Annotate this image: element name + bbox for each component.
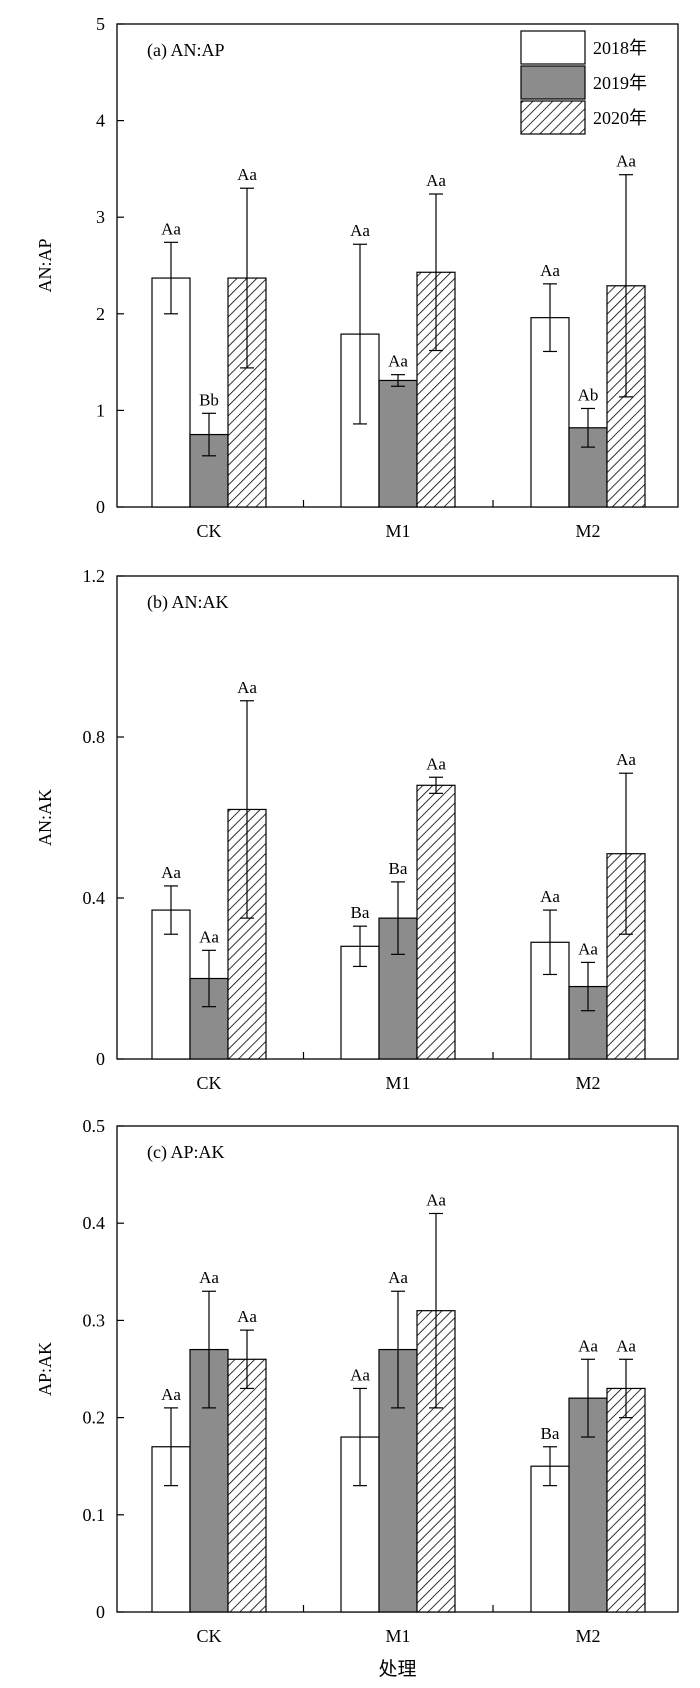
x-tick-label: M1 bbox=[385, 1073, 410, 1093]
bar-ck-s0 bbox=[151, 277, 191, 508]
bar-m2-s1 bbox=[568, 1397, 608, 1613]
y-tick-label: 0.1 bbox=[83, 1505, 106, 1525]
significance-label: Aa bbox=[237, 678, 257, 697]
significance-label: Aa bbox=[616, 1336, 636, 1355]
significance-label: Ba bbox=[541, 1424, 560, 1443]
significance-label: Aa bbox=[426, 1190, 446, 1209]
chart-panel-0: 0 1 2 3 4 5 CK M1 M2 (a) AN:AP AN:AP Aa Aa Aa Bb Aa Ab Aa… bbox=[35, 14, 679, 541]
y-tick-label: 0.2 bbox=[83, 1408, 106, 1428]
significance-label: Ba bbox=[351, 903, 370, 922]
significance-label: Aa bbox=[616, 750, 636, 769]
y-tick-label: 5 bbox=[96, 14, 105, 34]
y-tick-label: 0 bbox=[96, 1049, 105, 1069]
significance-label: Aa bbox=[161, 1385, 181, 1404]
legend-swatch-0 bbox=[520, 30, 586, 65]
x-tick-label: M1 bbox=[385, 521, 410, 541]
x-tick-label: M2 bbox=[575, 1073, 600, 1093]
significance-label: Aa bbox=[350, 1365, 370, 1384]
x-tick-label: CK bbox=[196, 1626, 221, 1646]
x-tick-label: M2 bbox=[575, 521, 600, 541]
significance-label: Aa bbox=[578, 939, 598, 958]
significance-label: Aa bbox=[237, 165, 257, 184]
significance-label: Ba bbox=[389, 859, 408, 878]
legend-label: 2019年 bbox=[593, 73, 647, 93]
legend-label: 2018年 bbox=[593, 38, 647, 58]
significance-label: Aa bbox=[540, 261, 560, 280]
y-tick-label: 0.3 bbox=[83, 1310, 106, 1330]
y-tick-label: 0 bbox=[96, 1602, 105, 1622]
significance-label: Bb bbox=[199, 390, 219, 409]
x-tick-label: M2 bbox=[575, 1626, 600, 1646]
y-tick-label: 2 bbox=[96, 304, 105, 324]
significance-label: Aa bbox=[578, 1336, 598, 1355]
significance-label: Aa bbox=[161, 863, 181, 882]
significance-label: Aa bbox=[388, 1268, 408, 1287]
y-tick-label: 0.8 bbox=[83, 727, 106, 747]
y-tick-label: 0.4 bbox=[83, 1213, 106, 1233]
legend-swatch-2 bbox=[520, 100, 586, 135]
x-tick-label: CK bbox=[196, 521, 221, 541]
significance-label: Ab bbox=[578, 385, 599, 404]
y-tick-label: 0.5 bbox=[83, 1116, 106, 1136]
significance-label: Aa bbox=[350, 221, 370, 240]
x-tick-label: CK bbox=[196, 1073, 221, 1093]
significance-label: Aa bbox=[426, 171, 446, 190]
significance-label: Aa bbox=[199, 1268, 219, 1287]
bar-ck-s0 bbox=[151, 909, 191, 1060]
legend-label: 2020年 bbox=[593, 108, 647, 128]
panel-title: (b) AN:AK bbox=[147, 592, 229, 613]
chart-panel-2: 0 0.1 0.2 0.3 0.4 0.5 CK M1 M2 (c) AP:AK AP:AK 处理 Aa… bbox=[35, 1116, 679, 1680]
y-tick-label: 3 bbox=[96, 207, 105, 227]
y-axis-label: AN:AK bbox=[35, 789, 55, 846]
significance-label: Aa bbox=[426, 754, 446, 773]
legend-swatch-1 bbox=[520, 65, 586, 100]
significance-label: Aa bbox=[540, 887, 560, 906]
y-axis-label: AP:AK bbox=[35, 1342, 55, 1396]
y-tick-label: 0.4 bbox=[83, 888, 106, 908]
legend: 2018年 2019年 2020年 bbox=[520, 30, 647, 135]
y-tick-label: 1.2 bbox=[83, 566, 106, 586]
significance-label: Aa bbox=[161, 219, 181, 238]
bar-ck-s2 bbox=[227, 1358, 267, 1613]
significance-label: Aa bbox=[199, 927, 219, 946]
significance-label: Aa bbox=[388, 352, 408, 371]
x-axis-label: 处理 bbox=[378, 1658, 416, 1680]
significance-label: Aa bbox=[616, 152, 636, 171]
bar-m1-s1 bbox=[378, 379, 418, 508]
y-tick-label: 0 bbox=[96, 497, 105, 517]
x-tick-label: M1 bbox=[385, 1626, 410, 1646]
significance-label: Aa bbox=[237, 1307, 257, 1326]
y-axis-label: AN:AP bbox=[35, 238, 55, 292]
panel-title: (a) AN:AP bbox=[147, 40, 225, 61]
y-tick-label: 1 bbox=[96, 400, 105, 420]
bar-m2-s2 bbox=[606, 1387, 646, 1613]
chart-panel-1: 0 0.4 0.8 1.2 CK M1 M2 (b) AN:AK AN:AK Aa Ba Aa Aa Ba… bbox=[35, 566, 679, 1093]
bar-m1-s2 bbox=[416, 784, 456, 1060]
bar-m2-s0 bbox=[530, 1465, 570, 1613]
y-tick-label: 4 bbox=[96, 111, 105, 131]
panel-title: (c) AP:AK bbox=[147, 1142, 225, 1163]
